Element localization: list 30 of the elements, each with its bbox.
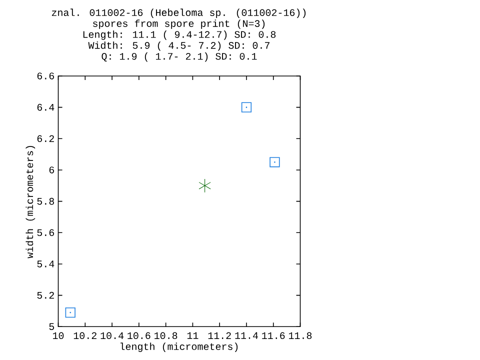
x-axis-title: length (micrometers) [120,342,238,352]
y-tick-label: 5.8 [37,198,54,205]
y-tick-label: 5.4 [37,260,54,268]
x-tick-label: 10.4 [100,332,124,340]
x-tick-label: 10.6 [128,332,150,340]
x-tick-label: 11.4 [235,332,258,339]
y-tick-label: 5.2 [37,292,54,299]
x-tick-label: 11 [187,332,198,339]
chart-subtitle: spores from spore print (N=3) [93,20,265,29]
y-tick-label: 6.2 [37,135,54,142]
x-tick-label: 10.8 [154,332,178,340]
text: Q: 1.9 ( 1.7- 2.1) SD: 0.1 [102,52,257,62]
point [270,157,280,168]
y-tick-label: 6.4 [37,104,54,111]
x-tick-label: 10 [53,332,64,340]
point [65,307,76,318]
y-tick-label: 5.6 [37,229,54,236]
text: Length: 11.1 ( 9.4-12.7) SD: 0.8 [83,30,276,40]
y-axis-title: width (micrometers) [26,146,36,258]
x-tick-label: 10.2 [74,332,96,340]
y-tick-label: 5 [49,323,54,330]
point [198,178,211,193]
x-tick-label: 11.2 [208,332,231,339]
y-tick-label: 6.6 [37,72,54,80]
point [241,102,252,112]
y-tick-label: 6 [49,166,54,174]
x-tick-label: 11.8 [288,332,312,340]
text: Width: 5.9 ( 4.5- 7.2) SD: 0.7 [88,41,270,51]
x-tick-label: 11.6 [262,332,285,340]
chart-title: znal. 011002-16 (Hebeloma sp. (011002-16)) [52,8,306,18]
